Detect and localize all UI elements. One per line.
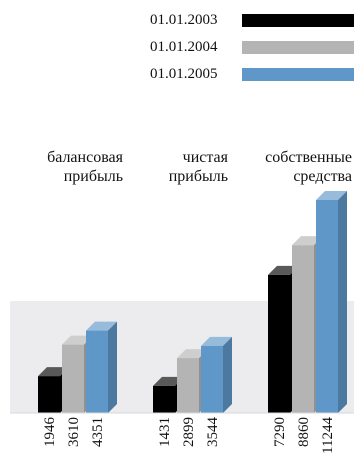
legend-item-2004: 01.01.2004	[0, 39, 354, 56]
category-label-equity: собственные средства	[265, 149, 352, 185]
bar-side-0-2	[108, 321, 117, 413]
data-label-1-1: 2899	[181, 417, 197, 447]
data-label-0-2: 4351	[90, 417, 106, 447]
bar-2-2	[316, 200, 338, 413]
bar-1-2	[201, 345, 223, 413]
bar-2-0	[268, 274, 290, 413]
bar-top-0-0	[38, 367, 69, 377]
legend-item-2005: 01.01.2005	[0, 66, 354, 83]
bar-0-2	[86, 330, 108, 413]
bar-top-2-0	[268, 265, 299, 275]
bar-0-1	[62, 344, 84, 413]
data-label-2-0: 7290	[272, 417, 288, 447]
bar-top-0-2	[86, 321, 117, 331]
data-label-2-2: 11244	[320, 417, 336, 454]
legend-label-2004: 01.01.2004	[150, 39, 218, 55]
bar-top-1-0	[153, 376, 184, 386]
bar-side-2-2	[338, 191, 347, 413]
bar-0-0	[38, 376, 60, 413]
bar-top-0-1	[62, 335, 93, 345]
legend-swatch-2004	[242, 41, 354, 54]
legend-item-2003: 01.01.2003	[0, 12, 354, 29]
data-label-2-1: 8860	[296, 417, 312, 447]
category-label-net-profit: чистая прибыль	[168, 149, 228, 185]
bar-1-0	[153, 385, 175, 413]
bar-2-1	[292, 245, 314, 413]
legend-label-2005: 01.01.2005	[150, 66, 218, 82]
legend-swatch-2003	[242, 14, 354, 27]
bar-top-2-2	[316, 191, 347, 200]
legend-label-2003: 01.01.2003	[150, 12, 218, 28]
bar-top-1-1	[177, 349, 208, 359]
bar-top-1-2	[201, 336, 232, 346]
category-label-balance-profit: балансовая прибыль	[47, 149, 123, 185]
legend-swatch-2005	[242, 68, 354, 81]
data-label-1-0: 1431	[157, 417, 173, 447]
bar-1-1	[177, 358, 199, 413]
data-label-0-0: 1946	[42, 417, 58, 448]
data-label-0-1: 3610	[66, 417, 82, 447]
bar-top-2-1	[292, 236, 323, 246]
data-label-1-2: 3544	[205, 417, 221, 448]
bar-side-1-2	[223, 336, 232, 413]
